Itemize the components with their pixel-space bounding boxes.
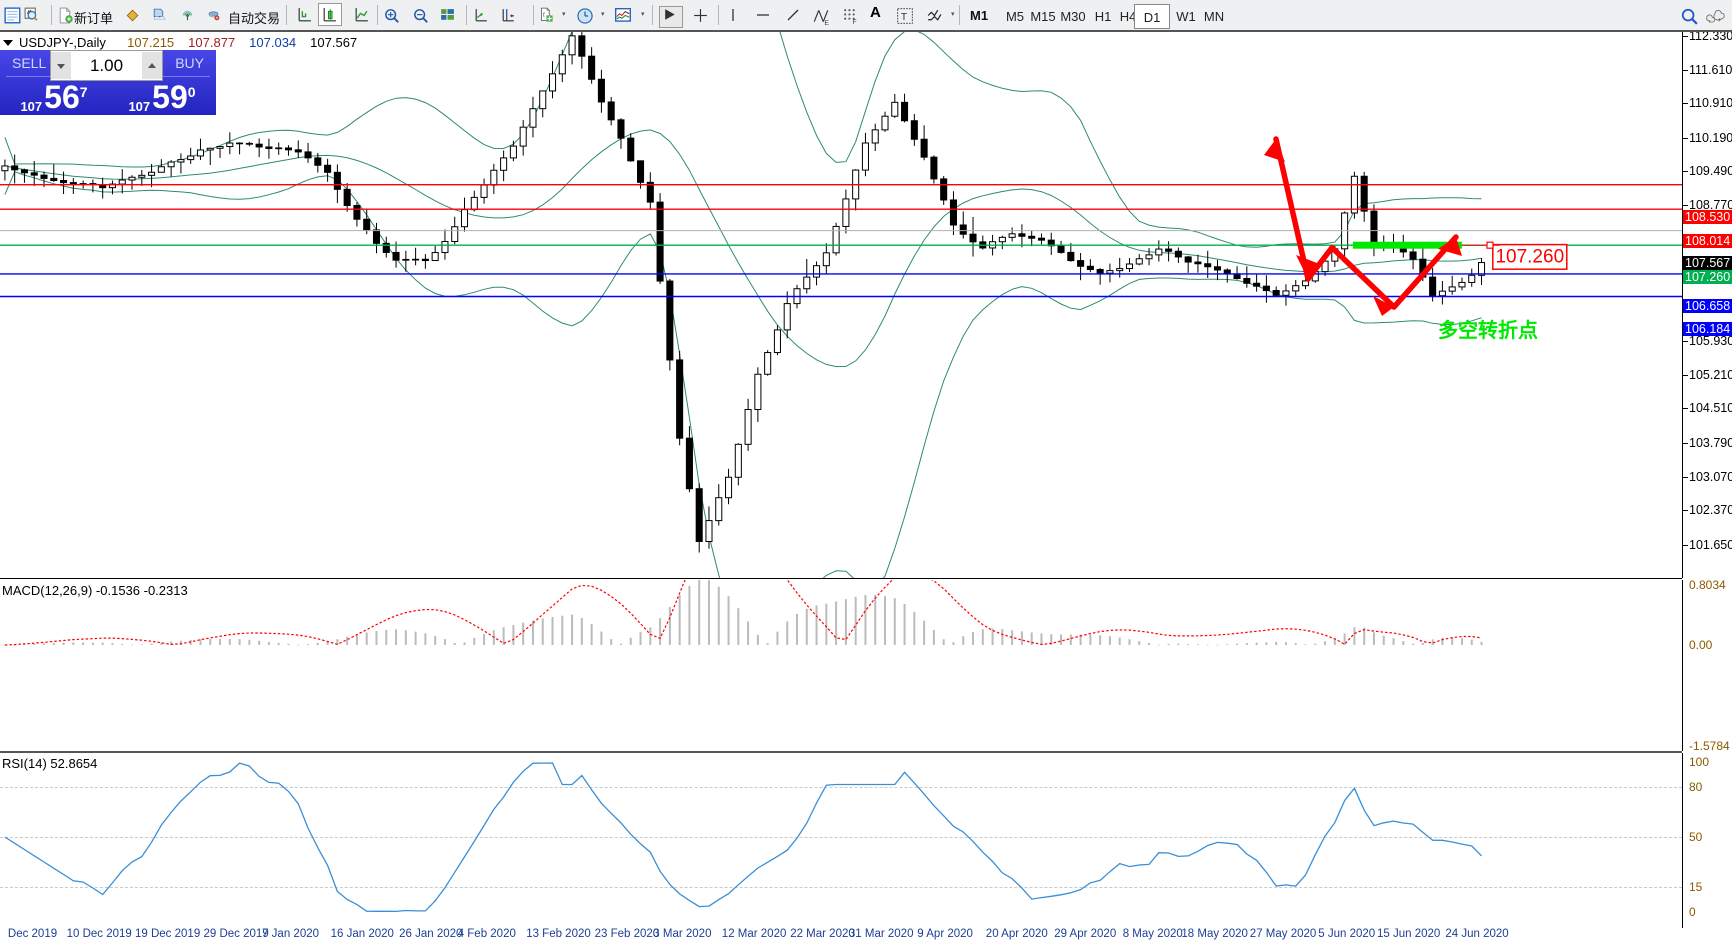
svg-text:107.260: 107.260: [1495, 247, 1564, 268]
svg-text:多空转折点: 多空转折点: [1438, 318, 1538, 342]
